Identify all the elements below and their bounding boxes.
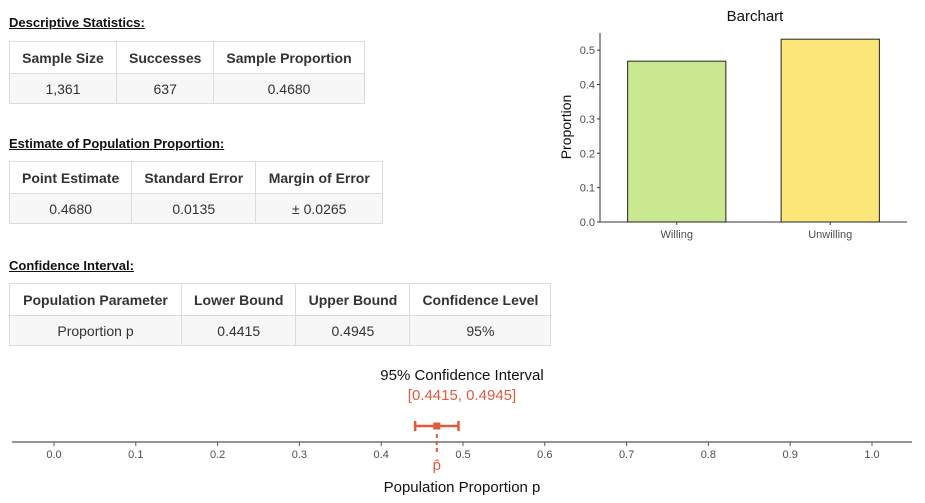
margin-of-error-header: Margin of Error: [255, 161, 384, 194]
bar-unwilling: [780, 38, 880, 223]
confidence-level-header: Confidence Level: [409, 283, 552, 316]
ci-plot-x-axis-label: Population Proportion p: [384, 479, 541, 496]
barchart-title: Barchart: [727, 8, 785, 25]
ci-plot-subtitle: [0.4415, 0.4945]: [408, 387, 516, 404]
barchart-y-axis-label: Proportion: [558, 95, 574, 160]
ci-axis-tick-label: 0.4: [374, 449, 389, 461]
table-row: Proportion p 0.4415 0.4945 95%: [9, 315, 552, 346]
upper-bound-header: Upper Bound: [295, 283, 411, 316]
barchart-y-tick-label: 0.5: [580, 45, 595, 57]
standard-error-value: 0.0135: [131, 193, 257, 224]
table-header-row: Population Parameter Lower Bound Upper B…: [9, 283, 552, 316]
table-row: 1,361 637 0.4680: [9, 73, 365, 104]
barchart-y-tick-label: 0.3: [580, 114, 595, 126]
ci-axis-tick-label: 1.0: [864, 449, 879, 461]
ci-axis-tick-label: 0.2: [210, 449, 225, 461]
lower-bound-header: Lower Bound: [180, 283, 297, 316]
population-parameter-value: Proportion p: [9, 315, 182, 346]
sample-proportion-header: Sample Proportion: [213, 41, 365, 74]
confidence-level-value: 95%: [409, 315, 552, 346]
sample-proportion-value: 0.4680: [213, 73, 365, 104]
ci-axis-tick-label: 0.8: [701, 449, 716, 461]
barchart-y-tick-label: 0.0: [580, 217, 595, 229]
ci-axis-tick-label: 0.9: [783, 449, 798, 461]
sample-size-value: 1,361: [9, 73, 117, 104]
successes-value: 637: [115, 73, 215, 104]
ci-point-estimate-marker: [433, 422, 441, 430]
confidence-interval-table: Population Parameter Lower Bound Upper B…: [9, 283, 552, 346]
ci-axis-tick-label: 0.7: [619, 449, 634, 461]
successes-header: Successes: [115, 41, 215, 74]
point-estimate-header: Point Estimate: [8, 161, 133, 194]
ci-axis-tick-label: 0.3: [292, 449, 307, 461]
ci-plot-title: 95% Confidence Interval: [380, 367, 543, 384]
barchart-y-tick-label: 0.1: [580, 183, 595, 195]
bar-willing: [627, 60, 727, 223]
ci-axis-tick-label: 0.0: [46, 449, 61, 461]
estimate-title: Estimate of Population Proportion:: [9, 136, 225, 151]
barchart-y-tick-label: 0.2: [580, 148, 595, 160]
table-row: 0.4680 0.0135 ± 0.0265: [8, 193, 384, 224]
ci-axis-tick-label: 0.1: [128, 449, 143, 461]
ci-axis-tick-label: 0.6: [537, 449, 552, 461]
table-header-row: Sample Size Successes Sample Proportion: [9, 41, 365, 74]
descriptive-statistics-table: Sample Size Successes Sample Proportion …: [9, 41, 365, 104]
lower-bound-value: 0.4415: [180, 315, 297, 346]
point-estimate-value: 0.4680: [8, 193, 133, 224]
ci-point-estimate-label: p̂: [433, 457, 441, 474]
margin-of-error-value: ± 0.0265: [255, 193, 384, 224]
upper-bound-value: 0.4945: [295, 315, 411, 346]
descriptive-statistics-title: Descriptive Statistics:: [9, 15, 145, 30]
barchart-x-tick-label: Willing: [661, 229, 693, 241]
confidence-interval-title: Confidence Interval:: [9, 258, 134, 273]
barchart-y-tick-label: 0.4: [580, 80, 595, 92]
barchart-x-tick-label: Unwilling: [808, 229, 852, 241]
ci-axis-tick-label: 0.5: [455, 449, 470, 461]
estimate-table: Point Estimate Standard Error Margin of …: [8, 161, 384, 224]
population-parameter-header: Population Parameter: [9, 283, 182, 316]
